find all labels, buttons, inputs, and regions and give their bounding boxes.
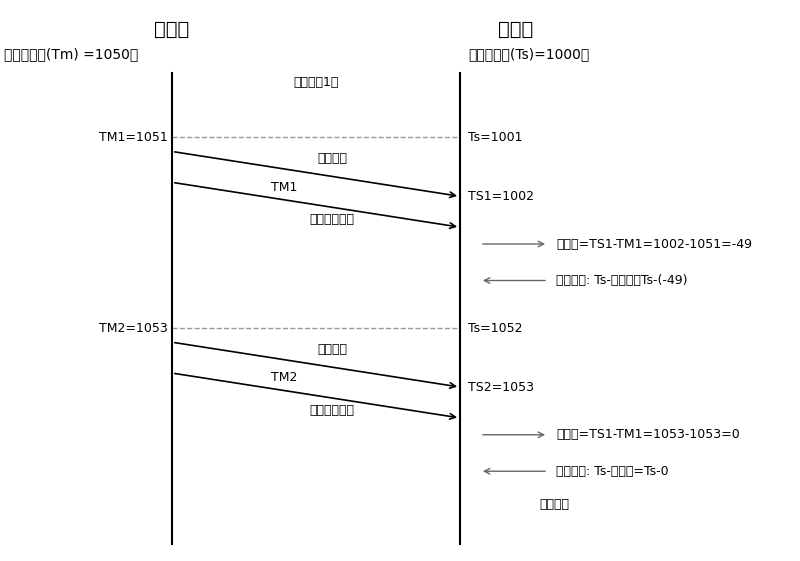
Text: TM2: TM2: [271, 371, 297, 384]
Text: 线路延时1秒: 线路延时1秒: [294, 76, 338, 89]
Text: Ts=1001: Ts=1001: [468, 131, 522, 144]
Text: 同步消息: 同步消息: [317, 153, 347, 165]
Text: Ts=1052: Ts=1052: [468, 321, 522, 335]
Text: 主节点时间(Tm) =1050秒: 主节点时间(Tm) =1050秒: [4, 48, 138, 62]
Text: 偏移量=TS1-TM1=1002-1051=-49: 偏移量=TS1-TM1=1002-1051=-49: [556, 237, 752, 251]
Text: 从节点: 从节点: [498, 20, 534, 39]
Text: 偏移量=TS1-TM1=1053-1053=0: 偏移量=TS1-TM1=1053-1053=0: [556, 428, 740, 442]
Text: TM2=1053: TM2=1053: [99, 321, 168, 335]
Text: TM1: TM1: [271, 181, 297, 194]
Text: 同步消息: 同步消息: [317, 343, 347, 356]
Text: 从节点时间(Ts)=1000秒: 从节点时间(Ts)=1000秒: [468, 48, 590, 62]
Text: 主节点: 主节点: [154, 20, 190, 39]
Text: TS1=1002: TS1=1002: [468, 190, 534, 203]
Text: 调整时间: Ts-偏移量＝Ts-(-49): 调整时间: Ts-偏移量＝Ts-(-49): [556, 274, 687, 287]
Text: 调整时间: Ts-偏移量=Ts-0: 调整时间: Ts-偏移量=Ts-0: [556, 465, 669, 478]
Text: 同步成功: 同步成功: [539, 498, 569, 512]
Text: 同步跟随消息: 同步跟随消息: [310, 404, 354, 417]
Text: TS2=1053: TS2=1053: [468, 380, 534, 394]
Text: 同步跟随消息: 同步跟随消息: [310, 213, 354, 226]
Text: TM1=1051: TM1=1051: [99, 131, 168, 144]
